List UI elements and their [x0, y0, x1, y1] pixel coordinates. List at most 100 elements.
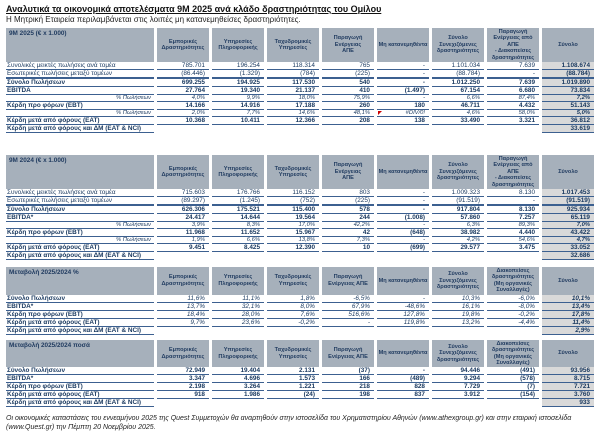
row-label: Κέρδη προ φόρων (EBT) — [6, 383, 154, 392]
column-header-6: Σύνολο Συνεχιζόμενες δραστηριότητες — [432, 28, 484, 63]
row-label: Κέρδη μετά από φόρους (EAT) — [6, 117, 154, 126]
value-cell: 51.143 — [542, 102, 594, 111]
empty-cell — [487, 399, 539, 407]
value-cell: 18,4% — [157, 311, 209, 319]
value-cell: 7,7% — [212, 110, 264, 118]
value-cell: 626.306 — [157, 205, 209, 215]
column-header-7: Διακοπείσες δραστηριότητες (Μη οργανικές… — [487, 339, 539, 368]
value-cell: 1.012.250 — [432, 78, 484, 88]
empty-cell — [432, 125, 484, 133]
value-cell: 925.934 — [542, 205, 594, 215]
column-header-6: Σύνολο Συνεχιζόμενες δραστηριότητες — [432, 267, 484, 295]
value-cell: 918 — [157, 391, 209, 400]
table-title-change-amount: Μεταβολή 2025/2024 ποσά — [6, 339, 154, 368]
value-cell: (578) — [487, 375, 539, 384]
page-title: Αναλυτικά τα οικονομικά αποτελέσματα 9Μ … — [6, 4, 382, 14]
value-cell: 1.108.674 — [542, 62, 594, 71]
column-header-8: Σύνολο — [542, 155, 594, 190]
value-cell: 12.390 — [267, 244, 319, 253]
value-cell: 7,0% — [542, 222, 594, 230]
value-cell: -8,0% — [487, 303, 539, 311]
value-cell: 1,9% — [157, 237, 209, 245]
value-cell: 19.404 — [212, 367, 264, 376]
value-cell: 2.198 — [157, 383, 209, 392]
row-label: % Πωλήσεων — [6, 237, 154, 245]
row-label: Συνολικές μεικτές πωλήσεις ανά τομέα — [6, 189, 154, 198]
value-cell: 9.451 — [157, 244, 209, 253]
value-cell: 180 — [377, 102, 429, 111]
row-label: EBITDA* — [6, 214, 154, 223]
empty-cell — [432, 327, 484, 335]
value-cell: 10,1% — [542, 294, 594, 303]
value-cell: 166 — [322, 375, 374, 384]
empty-cell — [212, 252, 264, 260]
value-cell: - — [377, 189, 429, 198]
empty-cell — [377, 252, 429, 260]
value-cell: 1.009.323 — [432, 189, 484, 198]
column-header-3: Ταχυδρομικές Υπηρεσίες — [267, 28, 319, 63]
value-cell: 410 — [322, 87, 374, 96]
empty-cell — [487, 327, 539, 335]
value-cell: 208 — [322, 117, 374, 126]
value-cell: 175.521 — [212, 205, 264, 215]
value-cell: 7.257 — [487, 214, 539, 223]
value-cell: 4.440 — [487, 229, 539, 238]
empty-cell — [157, 327, 209, 335]
value-cell: #DIV/0! — [377, 110, 429, 118]
value-cell: -6,0% — [487, 295, 539, 303]
value-cell: 54,6% — [487, 237, 539, 245]
value-cell: 87,4% — [487, 95, 539, 103]
value-cell: (1.329) — [212, 70, 264, 79]
column-header-4: Παραγωγή Ενέργειας ΑΠΕ — [322, 267, 374, 295]
value-cell: 119,8% — [377, 319, 429, 327]
value-cell: 27.764 — [157, 87, 209, 96]
column-header-7: Παραγωγή Ενέργειας από ΑΠΕ - Διακοπείσες… — [487, 28, 539, 63]
value-cell: 516,6% — [322, 311, 374, 319]
value-cell: 13,4% — [542, 302, 594, 311]
value-cell: 2,9% — [542, 326, 594, 335]
value-cell: 89,3% — [487, 222, 539, 230]
value-cell: 15.967 — [267, 229, 319, 238]
table-change-amount: Μεταβολή 2025/2024 ποσά Εμπορικές Δραστηρ… — [6, 339, 594, 408]
column-header-4: Παραγωγή Ενέργειας ΑΠΕ — [322, 155, 374, 190]
value-cell: 1.986 — [212, 391, 264, 400]
value-cell: 6,3% — [432, 222, 484, 230]
value-cell: - — [377, 197, 429, 206]
row-label: % Πωλήσεων — [6, 95, 154, 103]
column-header-2: Υπηρεσίες Πληροφορικής — [212, 155, 264, 190]
value-cell: (225) — [322, 70, 374, 79]
value-cell: - — [377, 295, 429, 303]
value-cell: 1.221 — [267, 383, 319, 392]
value-cell: 3.760 — [542, 391, 594, 400]
value-cell: 17.188 — [267, 102, 319, 111]
value-cell: 8,0% — [267, 303, 319, 311]
value-cell: 13,7% — [157, 303, 209, 311]
value-cell: 9,7% — [157, 319, 209, 327]
empty-cell — [322, 399, 374, 407]
value-cell: 10 — [322, 244, 374, 253]
value-cell: 715.603 — [157, 189, 209, 198]
value-cell: 33.619 — [542, 125, 594, 134]
column-header-5: Μη κατανεμηθέντα — [377, 28, 429, 63]
row-label: Κέρδη προ φόρων (EBT) — [6, 229, 154, 238]
value-cell: (24) — [267, 391, 319, 400]
value-cell: 19.564 — [267, 214, 319, 223]
row-label: Κέρδη προ φόρων (EBT) — [6, 102, 154, 111]
column-header-8: Σύνολο — [542, 28, 594, 63]
value-cell: 1.101.034 — [432, 62, 484, 71]
column-header-1: Εμπορικές Δραστηριότητες — [157, 155, 209, 190]
value-cell: 67,9% — [322, 303, 374, 311]
value-cell: 6.680 — [487, 87, 539, 96]
row-label: Κέρδη μετά από φόρους (EAT) — [6, 244, 154, 253]
value-cell: 198 — [322, 391, 374, 400]
value-cell: 4.432 — [487, 102, 539, 111]
row-label: Κέρδη μετά από φόρους (EAT) — [6, 391, 154, 400]
value-cell: (88.784) — [432, 70, 484, 79]
value-cell: (1.497) — [377, 87, 429, 96]
value-cell: 7.639 — [487, 62, 539, 71]
value-cell: 138 — [377, 117, 429, 126]
value-cell: 7,6% — [267, 311, 319, 319]
column-header-6: Σύνολο Συνεχιζόμενες δραστηριότητες — [432, 155, 484, 190]
row-label: EBITDA* — [6, 375, 154, 384]
